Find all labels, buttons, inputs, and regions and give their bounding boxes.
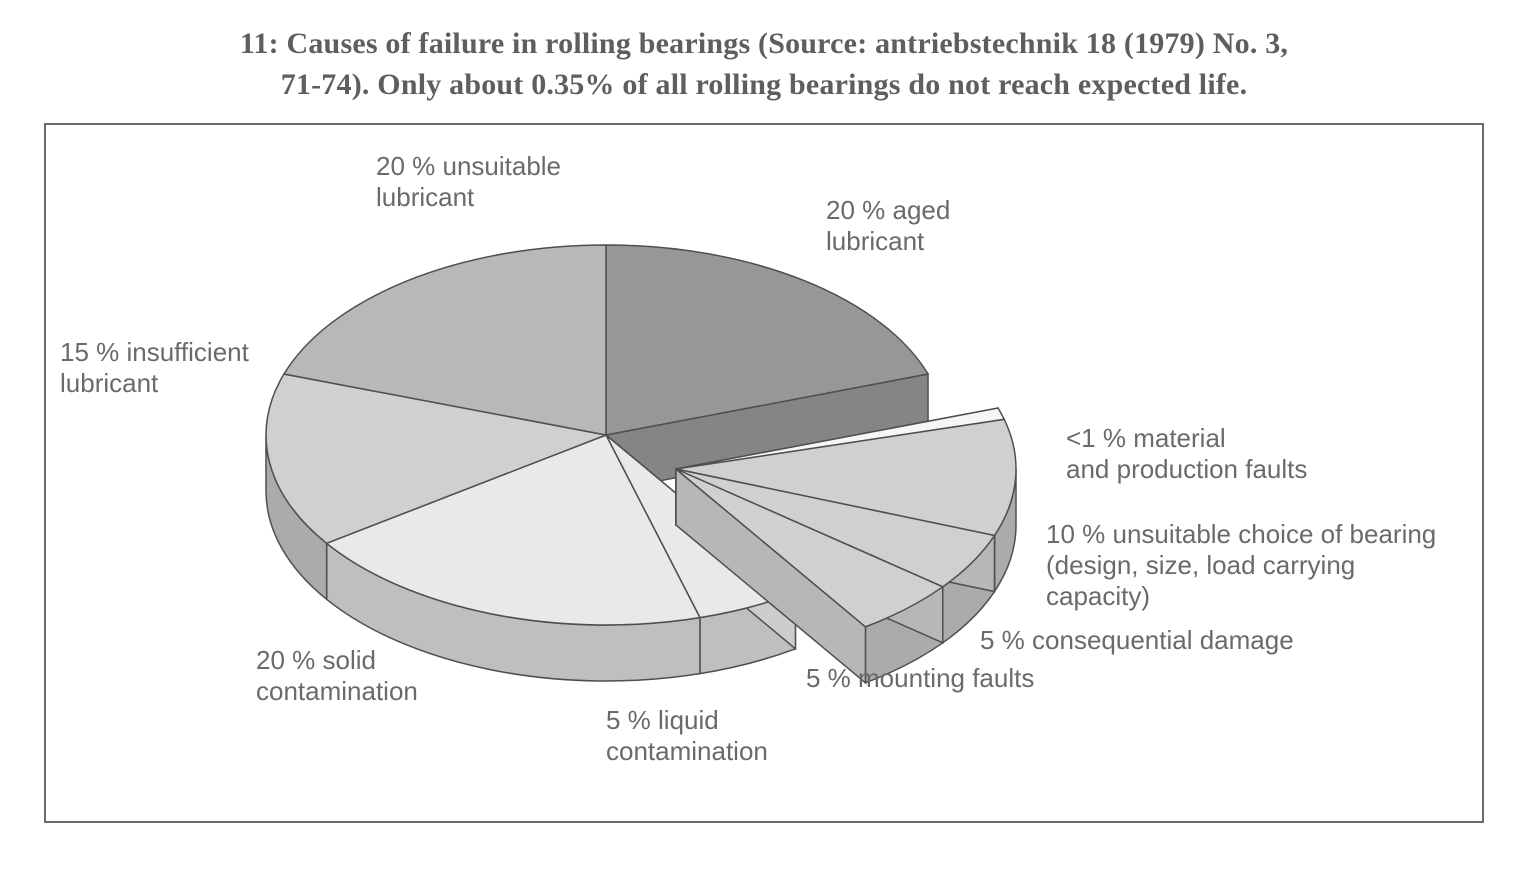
figure-caption: 11: Causes of failure in rolling bearing… <box>74 24 1454 105</box>
caption-line-1: 11: Causes of failure in rolling bearing… <box>240 27 1288 60</box>
slice-label: 10 % unsuitable choice of bearing(design… <box>1046 519 1436 613</box>
slice-label: 5 % consequential damage <box>980 625 1294 656</box>
slice-label: 5 % mounting faults <box>806 663 1034 694</box>
slice-label: 20 % solidcontamination <box>256 645 418 707</box>
slice-label: 20 % unsuitablelubricant <box>376 151 561 213</box>
chart-frame: 20 % agedlubricant <1 % materialand produ… <box>44 123 1484 823</box>
slice-label: 15 % insufficientlubricant <box>60 337 249 399</box>
slice-label: 5 % liquidcontamination <box>606 705 768 767</box>
caption-line-2: 71-74). Only about 0.35% of all rolling … <box>281 68 1248 101</box>
slice-label: <1 % materialand production faults <box>1066 423 1307 485</box>
slice-label: 20 % agedlubricant <box>826 195 950 257</box>
